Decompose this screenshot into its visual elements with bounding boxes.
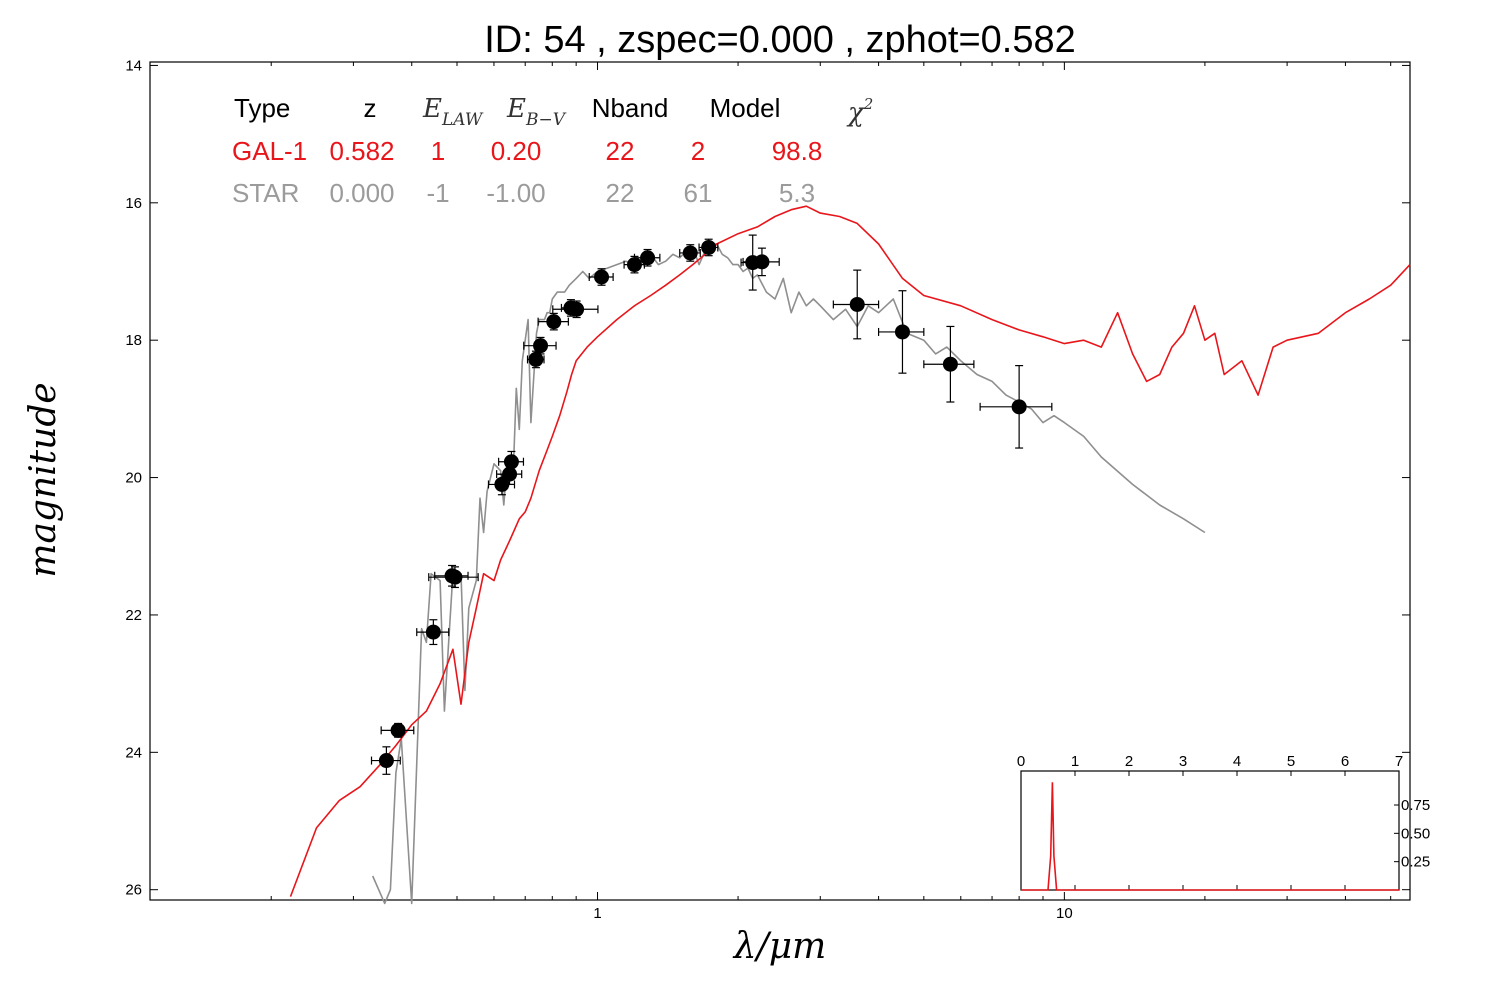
data-point-marker bbox=[849, 296, 865, 312]
fit-table-cell: -1.00 bbox=[486, 178, 545, 208]
fit-table-header: Type bbox=[234, 93, 290, 123]
inset-pdf-plot: 0 1 2 3 4 5 6 7 0.25 0.50 0.75 bbox=[1017, 753, 1430, 891]
fit-table-cell: 61 bbox=[684, 178, 713, 208]
y-tick-label: 14 bbox=[125, 57, 142, 74]
fit-table-cell: STAR bbox=[232, 178, 299, 208]
data-point-marker bbox=[626, 257, 642, 273]
data-point bbox=[498, 450, 525, 473]
data-point bbox=[979, 365, 1053, 449]
data-point bbox=[832, 269, 880, 340]
data-point-marker bbox=[942, 356, 958, 372]
data-point-marker bbox=[503, 454, 519, 470]
fit-table-cell: 0.20 bbox=[491, 136, 542, 166]
x-axis-label: λ/μm bbox=[732, 926, 826, 967]
inset-frame bbox=[1020, 770, 1400, 891]
data-point-marker bbox=[494, 476, 510, 492]
data-point bbox=[496, 463, 523, 486]
fit-table-cell: 2 bbox=[691, 136, 705, 166]
fit-table-cell: 0.000 bbox=[329, 178, 394, 208]
y-tick-label: 24 bbox=[125, 744, 142, 761]
data-point bbox=[380, 722, 415, 738]
photometry-points bbox=[370, 234, 1053, 775]
y-tick-label: 22 bbox=[125, 607, 142, 624]
data-point bbox=[552, 300, 599, 319]
fit-table-cell: 0.582 bbox=[329, 136, 394, 166]
data-point bbox=[526, 350, 545, 369]
inset-x-tick-label: 7 bbox=[1395, 753, 1403, 770]
data-point-marker bbox=[533, 338, 549, 354]
inset-y-tick-label: 0.50 bbox=[1401, 825, 1430, 842]
data-point bbox=[679, 244, 701, 262]
inset-y-tick-label: 0.75 bbox=[1401, 797, 1430, 814]
data-point bbox=[523, 336, 557, 355]
data-point-marker bbox=[447, 569, 463, 585]
fit-table-cell: 22 bbox=[606, 136, 635, 166]
data-point bbox=[537, 312, 569, 331]
data-point-marker bbox=[701, 239, 717, 255]
x-tick-label: 10 bbox=[1056, 905, 1073, 922]
data-point-marker bbox=[640, 250, 656, 266]
data-point-marker bbox=[1011, 399, 1027, 415]
fit-table-cell: -1 bbox=[426, 178, 449, 208]
fit-table-cell: GAL-1 bbox=[232, 136, 307, 166]
data-point bbox=[923, 325, 975, 403]
fit-table-header: χ2 bbox=[846, 95, 873, 128]
y-tick-label: 26 bbox=[125, 882, 142, 899]
data-point-marker bbox=[594, 269, 610, 285]
inset-x-tick-label: 4 bbox=[1233, 753, 1241, 770]
data-point-marker bbox=[682, 245, 698, 261]
data-point-marker bbox=[528, 351, 544, 367]
data-point bbox=[633, 248, 661, 267]
data-point-marker bbox=[378, 753, 394, 769]
fit-table-cell: 98.8 bbox=[772, 136, 823, 166]
data-point-marker bbox=[425, 624, 441, 640]
data-point bbox=[370, 746, 401, 775]
data-point bbox=[698, 238, 719, 257]
data-point bbox=[416, 619, 450, 646]
fit-table-header: EB−V bbox=[506, 94, 567, 130]
chart-title: ID: 54 , zspec=0.000 , zphot=0.582 bbox=[484, 19, 1076, 61]
inset-y-tick-label: 0.25 bbox=[1401, 854, 1430, 871]
x-tick-label: 1 bbox=[593, 905, 601, 922]
data-point-marker bbox=[390, 722, 406, 738]
data-point-marker bbox=[894, 324, 910, 340]
fit-table: Type z ELAW EB−V Nband Model χ2 GAL-1 0.582 1 0.20… bbox=[232, 93, 873, 208]
y-tick-label: 16 bbox=[125, 195, 142, 212]
data-point bbox=[742, 247, 780, 277]
inset-x-tick-label: 3 bbox=[1179, 753, 1187, 770]
data-point bbox=[588, 268, 614, 286]
fit-table-cell: 1 bbox=[431, 136, 445, 166]
data-point bbox=[877, 290, 925, 374]
inset-x-tick-label: 0 bbox=[1017, 753, 1025, 770]
fit-table-cell: 22 bbox=[606, 178, 635, 208]
fit-table-cell: 5.3 bbox=[779, 178, 815, 208]
data-point-marker bbox=[569, 301, 585, 317]
fit-table-header: ELAW bbox=[422, 94, 484, 130]
inset-pdf-line bbox=[1021, 782, 1399, 891]
x-axis-ticks: 1 10 bbox=[270, 62, 1392, 922]
series-line-gal-1 bbox=[289, 205, 1411, 897]
y-tick-label: 18 bbox=[125, 332, 142, 349]
data-point-marker bbox=[546, 314, 562, 330]
data-point-marker bbox=[502, 466, 518, 482]
data-point bbox=[428, 566, 479, 589]
plot-frame bbox=[149, 61, 1411, 901]
inset-x-tick-label: 5 bbox=[1287, 753, 1295, 770]
y-axis-label: magnitude bbox=[23, 382, 64, 577]
data-point-marker bbox=[754, 254, 770, 270]
y-tick-label: 20 bbox=[125, 470, 142, 487]
fit-table-header: Model bbox=[710, 93, 781, 123]
fit-table-header: z bbox=[364, 93, 377, 123]
fit-table-header: Nband bbox=[592, 93, 669, 123]
inset-x-tick-label: 1 bbox=[1071, 753, 1079, 770]
inset-x-tick-label: 2 bbox=[1125, 753, 1133, 770]
inset-x-tick-label: 6 bbox=[1341, 753, 1349, 770]
